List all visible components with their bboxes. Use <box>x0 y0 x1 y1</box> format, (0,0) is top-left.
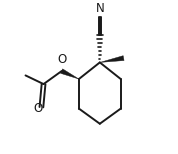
Polygon shape <box>100 56 124 62</box>
Text: O: O <box>33 102 42 115</box>
Text: O: O <box>58 53 67 67</box>
Text: N: N <box>95 2 104 15</box>
Polygon shape <box>61 69 79 79</box>
